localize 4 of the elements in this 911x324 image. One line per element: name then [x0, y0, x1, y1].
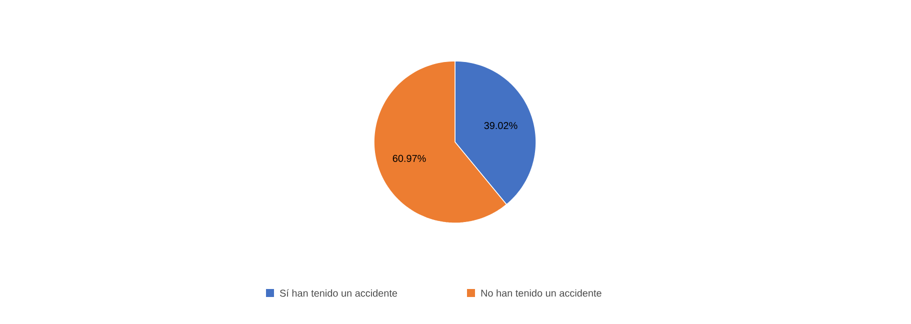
data-label: 60.97% — [392, 154, 426, 162]
legend-label: Sí han tenido un accidente — [280, 289, 398, 297]
legend-label: No han tenido un accidente — [481, 289, 602, 297]
data-label: 39.02% — [484, 122, 518, 130]
